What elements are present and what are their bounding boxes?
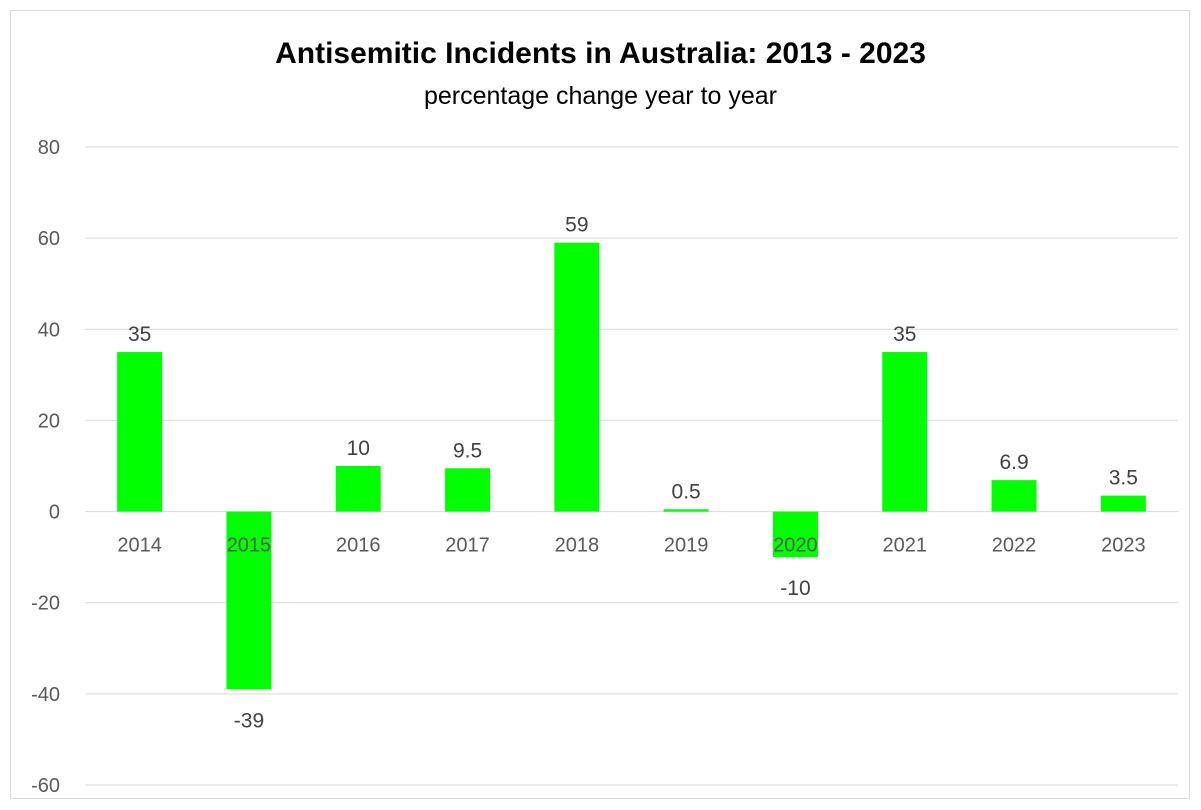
bar-2020 [772,511,818,558]
y-tick-label: -40 [31,684,60,706]
chart-frame [10,10,1190,799]
data-label: 10 [347,437,370,460]
data-label: 35 [128,323,151,346]
chart-subtitle: percentage change year to year [423,82,777,110]
y-tick-label: 0 [49,502,60,524]
bar-2021 [882,352,928,512]
x-tick-label: 2023 [1101,535,1146,557]
y-tick-label: -20 [31,593,60,615]
x-tick-label: 2020 [773,535,818,557]
data-label: -10 [780,577,810,600]
bar-2017 [445,468,491,512]
x-tick-label: 2018 [555,535,600,557]
data-label: 6.9 [999,451,1028,474]
bar-2015 [226,511,272,690]
bar-2014 [117,352,163,512]
y-tick-label: 20 [38,410,60,432]
y-tick-label: -60 [31,775,60,797]
data-labels: 35 -39 10 9.5 59 0.5 -10 35 6.9 3.5 [128,214,1138,733]
x-tick-label: 2015 [227,535,272,557]
bar-2016 [335,466,381,512]
data-label: 59 [565,214,588,237]
gridlines [85,146,1178,786]
x-tick-label: 2017 [445,535,490,557]
data-label: -39 [234,709,264,732]
data-label: 3.5 [1109,467,1138,490]
x-tick-label: 2022 [992,535,1037,557]
y-tick-label: 60 [38,228,60,250]
x-tick-label: 2014 [117,535,162,557]
bars [117,242,1146,690]
y-tick-label: 40 [38,319,60,341]
bar-2022 [991,480,1037,512]
y-tick-label: 80 [38,137,60,159]
data-label: 35 [893,323,916,346]
data-label: 9.5 [453,439,482,462]
y-axis-ticks: 80 60 40 20 0 -20 -40 -60 [31,137,60,797]
x-tick-label: 2021 [883,535,928,557]
bar-2019 [663,509,709,512]
x-axis-ticks: 2014 2015 2016 2017 2018 2019 2020 2021 2022 2023 [117,535,1145,557]
x-tick-label: 2016 [336,535,381,557]
bar-2018 [554,242,600,512]
x-tick-label: 2019 [664,535,709,557]
chart-title: Antisemitic Incidents in Australia: 2013… [275,37,926,70]
bar-2023 [1100,495,1146,512]
data-label: 0.5 [672,480,701,503]
